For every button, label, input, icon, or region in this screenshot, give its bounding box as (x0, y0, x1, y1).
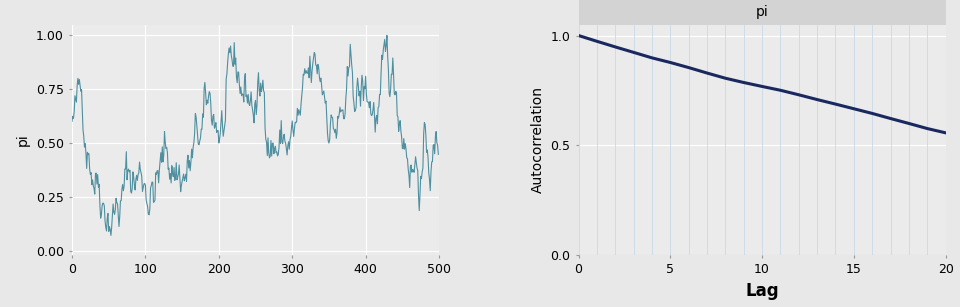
Y-axis label: Autocorrelation: Autocorrelation (531, 86, 544, 193)
X-axis label: Lag: Lag (745, 282, 779, 300)
Text: pi: pi (756, 5, 768, 19)
Y-axis label: pi: pi (16, 133, 30, 146)
